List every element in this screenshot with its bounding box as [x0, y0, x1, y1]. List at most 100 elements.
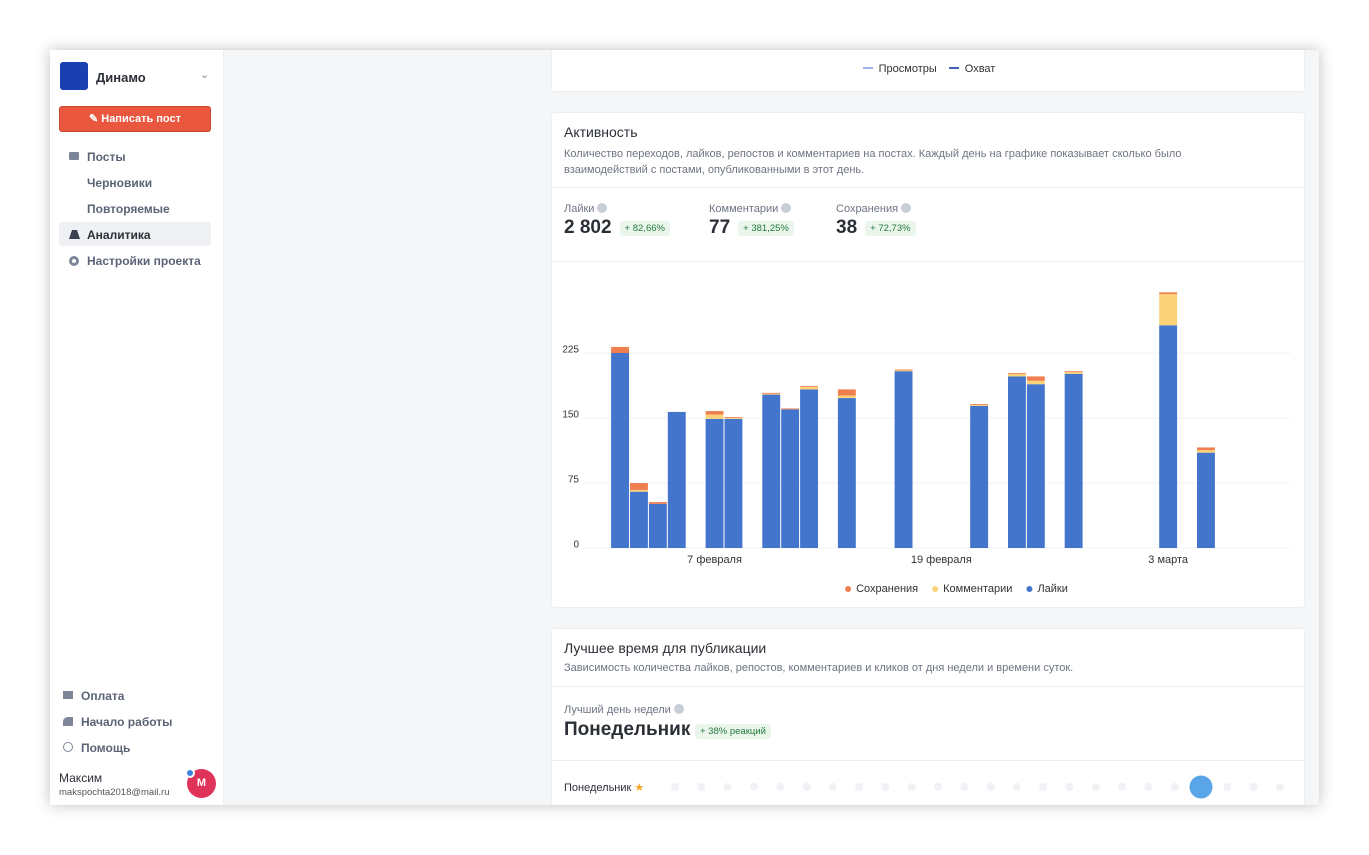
- nav-start[interactable]: Начало работы: [81, 715, 173, 729]
- label: Лучший день недели: [564, 704, 671, 716]
- card-description: Количество переходов, лайков, репостов и…: [564, 148, 1182, 176]
- nav-icon: [63, 717, 73, 726]
- card-title: Активность: [564, 124, 638, 140]
- bar-segment: [970, 405, 989, 548]
- x-tick-label: 19 февраля: [911, 554, 972, 566]
- top-card: Просмотры Охват: [551, 50, 1305, 92]
- bar-segment: [724, 418, 743, 419]
- bar-segment: [1159, 292, 1178, 295]
- card-description: Зависимость количества лайков, репостов,…: [564, 662, 1074, 674]
- stat-value: 38: [836, 217, 858, 238]
- bar-segment: [1008, 372, 1026, 374]
- best-day-label: Лучший день недели: [564, 704, 684, 716]
- heatmap-dot: [776, 783, 785, 791]
- legend-label: Комментарии: [943, 583, 1012, 595]
- heatmap-dot: [1091, 783, 1100, 791]
- bar-segment: [611, 353, 629, 548]
- nav-analytics[interactable]: Аналитика: [87, 228, 151, 242]
- bar-segment: [837, 389, 856, 396]
- legend-swatch: [948, 67, 959, 69]
- heatmap-dot: [802, 783, 811, 791]
- nav-posts[interactable]: Посты: [87, 150, 126, 164]
- bar-segment: [800, 386, 818, 390]
- stat-value: 2 802: [564, 217, 612, 238]
- bar-segment: [762, 394, 781, 548]
- stat-change: + 82,66%: [619, 220, 670, 236]
- help-icon[interactable]: [597, 203, 608, 213]
- bar-segment: [1064, 373, 1083, 548]
- y-tick-label: 150: [562, 410, 579, 421]
- heatmap-dot: [855, 783, 864, 791]
- x-tick-label: 3 марта: [1148, 554, 1189, 566]
- user-email: makspochta2018@mail.ru: [59, 787, 170, 798]
- bar-segment: [894, 371, 913, 548]
- best-time-card: Лучшее время для публикации Зависимость …: [551, 628, 1305, 805]
- heatmap-dot: [907, 783, 916, 791]
- bar-segment: [800, 389, 818, 548]
- nav-recurring[interactable]: Повторяемые: [87, 202, 170, 216]
- label: Комментарии: [709, 203, 779, 215]
- label: Сохранения: [836, 203, 899, 215]
- bar-segment: [894, 370, 913, 372]
- bar-segment: [781, 408, 800, 410]
- stat-change: + 381,25%: [738, 220, 794, 236]
- dropdown-icon[interactable]: ⌄: [200, 69, 210, 81]
- nav-help[interactable]: Помощь: [81, 741, 131, 755]
- help-icon[interactable]: [781, 203, 792, 213]
- bar-segment: [1008, 376, 1026, 548]
- nav-icon: [69, 256, 79, 266]
- heatmap-dot: [986, 783, 995, 791]
- bar-segment: [970, 404, 989, 405]
- star-icon: ★: [634, 782, 645, 794]
- legend-label: Сохранения: [856, 583, 918, 595]
- help-icon[interactable]: [901, 203, 912, 213]
- divider: [552, 686, 1304, 687]
- sidebar: Динамо ⌄ ✎ Написать пост Посты Черновики…: [50, 50, 224, 805]
- bar-segment: [1197, 447, 1215, 451]
- bar-segment: [1064, 372, 1083, 374]
- heatmap-dot: [1065, 783, 1074, 791]
- legend-marker: [1026, 586, 1033, 592]
- row-label: Понедельник ★: [564, 781, 644, 794]
- write-post-button[interactable]: ✎ Написать пост: [59, 106, 211, 132]
- heatmap-row: [671, 775, 1284, 799]
- stat-label: Сохранения: [836, 203, 916, 215]
- help-icon[interactable]: [673, 704, 684, 714]
- bar-segment: [648, 502, 667, 504]
- heatmap-dot: [697, 783, 706, 791]
- bar-segment: [1197, 450, 1215, 453]
- legend-label: Просмотры: [878, 63, 937, 75]
- legend: Сохранения Комментарии Лайки: [845, 583, 1068, 595]
- heatmap-dot: [1249, 783, 1258, 791]
- heatmap-dot: [723, 783, 732, 791]
- bar-segment: [800, 385, 818, 387]
- nav-drafts[interactable]: Черновики: [87, 176, 153, 190]
- bar-segment: [1026, 384, 1045, 548]
- nav-payment[interactable]: Оплата: [81, 689, 125, 703]
- heatmap-dot: [1170, 783, 1179, 791]
- stat-label: Лайки: [564, 203, 670, 215]
- heatmap-dot: [934, 783, 942, 791]
- bar-segment: [611, 346, 629, 353]
- bar-segment: [1159, 325, 1178, 548]
- bar-segment: [630, 483, 648, 490]
- user-name: Максим: [59, 771, 103, 785]
- project-logo: [60, 62, 88, 90]
- project-name[interactable]: Динамо: [96, 70, 146, 85]
- stat-change: + 72,73%: [865, 220, 916, 236]
- bar-segment: [648, 503, 667, 548]
- heatmap-dot: [1144, 783, 1153, 791]
- nav-settings[interactable]: Настройки проекта: [87, 254, 201, 268]
- heatmap-dot: [881, 783, 890, 791]
- bar-segment: [705, 414, 724, 419]
- bar-segment: [837, 395, 856, 399]
- stat: Комментарии 77 + 381,25%: [709, 203, 794, 239]
- bar-segment: [970, 405, 989, 406]
- heatmap-dot: [1275, 783, 1284, 791]
- nav-active-bg: [59, 222, 211, 246]
- bar-segment: [1026, 376, 1045, 381]
- bar-segment: [630, 491, 648, 548]
- bar-segment: [1064, 371, 1083, 373]
